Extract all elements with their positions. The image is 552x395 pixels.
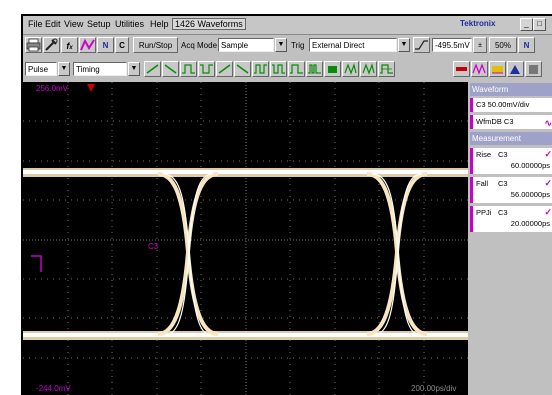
control-panel: Waveform C3 50.00mV/div WfmDB C3 ∿ Measu… xyxy=(470,82,552,395)
waveform-count: 1426 Waveforms xyxy=(172,18,246,30)
measurement-value: 20.00000ps xyxy=(510,219,550,228)
trigger-marker-icon[interactable] xyxy=(87,84,95,92)
chevron-down-icon[interactable]: ▼ xyxy=(128,62,140,76)
trig-source-select[interactable]: External Direct xyxy=(309,38,397,52)
chevron-down-icon[interactable]: ▼ xyxy=(398,38,410,52)
measurement-channel: C3 xyxy=(498,150,508,159)
measurement-toolbar: Pulse ▼ Timing ▼ xyxy=(23,58,552,80)
waveform-menu-icon[interactable] xyxy=(453,61,470,77)
c-button[interactable]: C xyxy=(115,37,129,53)
area-icon[interactable] xyxy=(324,61,341,77)
function-icon[interactable]: fx xyxy=(61,37,78,53)
measure-icon[interactable]: N xyxy=(97,37,114,53)
wfmdb-text: WfmDB C3 xyxy=(476,117,514,126)
timebase-label: 200.00ps/div xyxy=(411,384,457,393)
brand-logo: Tektronix xyxy=(460,19,496,28)
burst-width-icon[interactable] xyxy=(306,61,323,77)
pulse-select[interactable]: Pulse xyxy=(25,62,57,76)
menu-view[interactable]: View xyxy=(64,19,84,29)
trace-label: C3 xyxy=(148,242,159,251)
measurement-channel: C3 xyxy=(498,179,508,188)
measurement-name: PPJi xyxy=(476,208,492,217)
menu-setup[interactable]: Setup xyxy=(87,19,111,29)
cross-icon[interactable] xyxy=(378,61,395,77)
fall-time-icon[interactable] xyxy=(162,61,179,77)
minimize-icon[interactable]: _ xyxy=(520,18,533,31)
mask-icon[interactable] xyxy=(507,61,524,77)
measurement-value: 60.00000ps xyxy=(510,161,550,170)
measurement-value: 56.00000ps xyxy=(510,190,550,199)
graticule xyxy=(23,82,468,395)
cursor-icon[interactable]: N xyxy=(518,37,535,53)
positive-width-icon[interactable] xyxy=(180,61,197,77)
measurement-name: Fall xyxy=(476,179,489,188)
chevron-down-icon[interactable]: ▼ xyxy=(58,62,70,76)
timing-select[interactable]: Timing xyxy=(73,62,127,76)
stepper-icon[interactable]: ± xyxy=(473,37,487,53)
scope-window: File Edit View Setup Utilities Help 1426… xyxy=(21,14,552,395)
menu-bar: File Edit View Setup Utilities Help 1426… xyxy=(23,16,552,35)
trig-label: Trig xyxy=(291,41,305,50)
waveform-display[interactable]: 256.0mV -244.0mV 200.00ps/div C3 xyxy=(23,82,468,395)
menu-help[interactable]: Help xyxy=(150,19,169,29)
measurement-channel: C3 xyxy=(498,208,508,217)
rise-time-icon[interactable] xyxy=(144,61,161,77)
maximize-icon[interactable]: □ xyxy=(533,18,546,31)
acq-mode-label: Acq Mode xyxy=(181,41,218,50)
check-icon: ✓ xyxy=(544,207,552,217)
measurement-fall[interactable]: Fall C3 ✓ 56.00000ps xyxy=(470,177,552,203)
waveform-icon[interactable] xyxy=(79,37,96,53)
overshoot-icon[interactable] xyxy=(342,61,359,77)
top-scale-label: 256.0mV xyxy=(36,84,69,93)
channel-scale-item[interactable]: C3 50.00mV/div xyxy=(470,98,552,112)
undershoot-icon[interactable] xyxy=(360,61,377,77)
print-icon[interactable] xyxy=(25,37,42,53)
trig-level-field[interactable]: -495.5mV xyxy=(432,38,472,52)
waveform-header: Waveform xyxy=(470,83,552,96)
menu-edit[interactable]: Edit xyxy=(45,19,61,29)
acq-mode-select[interactable]: Sample xyxy=(218,38,274,52)
negative-width-icon[interactable] xyxy=(198,61,215,77)
menu-file[interactable]: File xyxy=(28,19,43,29)
period-icon[interactable] xyxy=(252,61,269,77)
histogram-icon[interactable] xyxy=(489,61,506,77)
check-icon: ✓ xyxy=(544,149,552,159)
measurement-ppji[interactable]: PPJi C3 ✓ 20.00000ps xyxy=(470,206,552,232)
scope-icon[interactable] xyxy=(471,61,488,77)
tools-icon[interactable] xyxy=(43,37,60,53)
database-icon[interactable] xyxy=(525,61,542,77)
measurement-header: Measurement xyxy=(470,132,552,145)
slope-icon[interactable] xyxy=(413,37,430,53)
run-stop-button[interactable]: Run/Stop xyxy=(133,37,178,53)
chevron-down-icon[interactable]: ▼ xyxy=(275,38,287,52)
check-icon: ✓ xyxy=(544,178,552,188)
wfmdb-item[interactable]: WfmDB C3 ∿ xyxy=(470,115,552,129)
frequency-icon[interactable] xyxy=(270,61,287,77)
bottom-scale-label: -244.0mV xyxy=(36,384,71,393)
menu-utilities[interactable]: Utilities xyxy=(115,19,145,29)
percent-button[interactable]: 50% xyxy=(489,37,517,53)
wave-icon: ∿ xyxy=(544,118,552,128)
measurement-rise[interactable]: Rise C3 ✓ 60.00000ps xyxy=(470,148,552,174)
ground-marker-icon[interactable] xyxy=(31,255,42,272)
fall-slope-icon[interactable] xyxy=(234,61,251,77)
main-toolbar: fx N C Run/Stop Acq Mode Sample ▼ Trig E… xyxy=(23,35,552,57)
duty-cycle-icon[interactable] xyxy=(288,61,305,77)
measurement-name: Rise xyxy=(476,150,492,159)
rise-slope-icon[interactable] xyxy=(216,61,233,77)
channel-scale-text: C3 50.00mV/div xyxy=(476,100,530,109)
